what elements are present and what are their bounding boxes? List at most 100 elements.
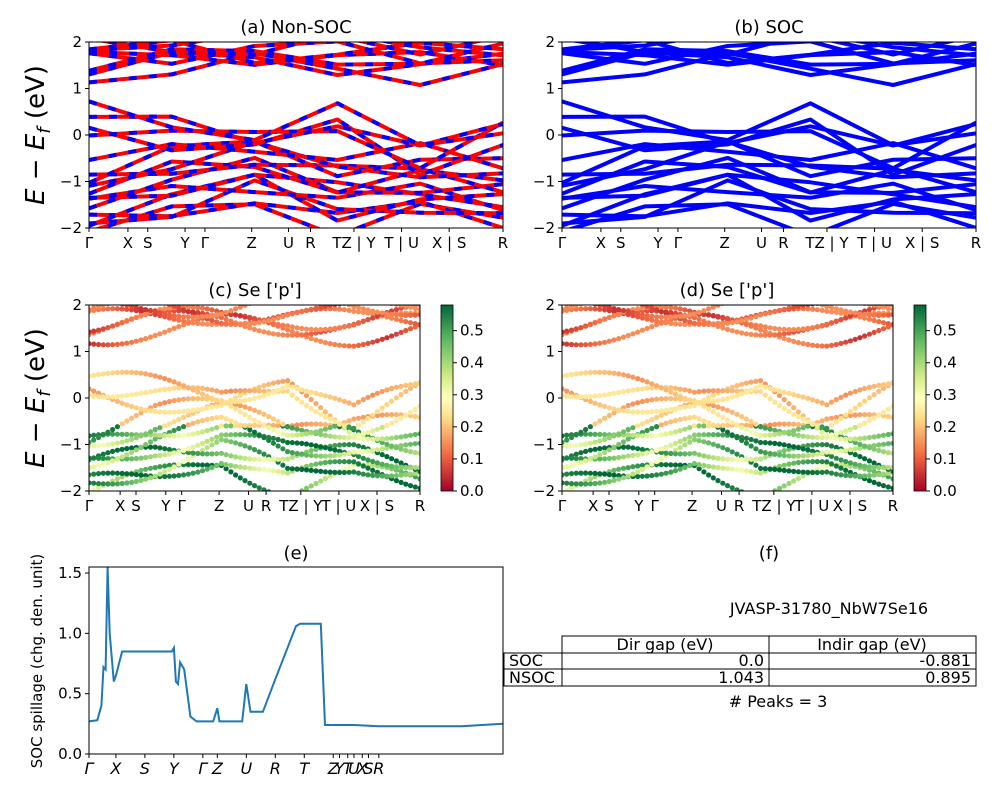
band-dot <box>143 454 149 461</box>
band-dot <box>710 441 716 447</box>
band-dot <box>691 311 698 317</box>
band-dot <box>176 385 182 391</box>
x-tick-label: Γ <box>85 759 95 778</box>
band-dot <box>587 476 594 482</box>
band-dot <box>247 432 253 438</box>
band-dot <box>625 426 631 433</box>
band-dot <box>370 315 376 321</box>
band-dot <box>630 299 635 304</box>
band-dot <box>403 382 409 388</box>
band-dot <box>625 332 631 339</box>
band-dot <box>611 337 617 343</box>
spillage-line <box>88 566 504 728</box>
band-dot <box>890 321 893 328</box>
band-dot <box>417 414 420 421</box>
band-dot <box>195 407 201 413</box>
band-dot <box>635 329 641 335</box>
band-dot <box>251 466 258 472</box>
band-dot <box>791 478 797 484</box>
band-dot <box>616 476 622 482</box>
band-dot <box>303 402 310 409</box>
band-dot <box>251 483 258 489</box>
band-dot <box>715 321 721 327</box>
band-line <box>89 162 503 195</box>
band-dot <box>171 379 177 385</box>
band-dot <box>289 450 295 456</box>
band-dot <box>616 336 622 342</box>
band-dot <box>275 418 281 425</box>
band-dot <box>786 327 792 333</box>
band-dot <box>195 396 201 402</box>
band-dot <box>309 291 314 296</box>
band-dot <box>270 389 276 395</box>
band-dot <box>341 307 347 313</box>
band-dot <box>682 395 688 401</box>
band-dot <box>639 327 646 333</box>
band-dot <box>223 389 229 395</box>
band-dot <box>568 434 575 441</box>
band-dot <box>767 432 773 438</box>
band-dot <box>337 459 343 465</box>
band-dot <box>630 401 636 407</box>
band-dot <box>781 396 787 403</box>
band-dot <box>171 385 177 391</box>
band-dot <box>578 370 584 376</box>
band-dot <box>819 459 825 465</box>
x-tick-label: Γ <box>651 497 660 515</box>
band-dot <box>814 442 820 448</box>
band-dot <box>214 425 220 431</box>
band-dot <box>313 327 319 333</box>
band-dot <box>559 295 564 300</box>
band-dot <box>776 421 783 427</box>
band-dot <box>403 447 409 454</box>
band-dot <box>162 463 168 469</box>
band-line <box>89 99 503 148</box>
band-dot <box>762 425 768 431</box>
band-dot <box>157 471 163 477</box>
band-dot <box>625 408 631 414</box>
band-dot <box>677 386 683 392</box>
band-dot <box>124 298 129 303</box>
band-dot <box>584 305 587 306</box>
band-dot <box>143 297 148 302</box>
band-dot <box>573 342 579 348</box>
band-dot <box>639 433 646 439</box>
band-dot <box>233 440 239 446</box>
band-dot <box>355 432 362 438</box>
band-dot <box>852 310 858 316</box>
band-dot <box>138 313 144 319</box>
band-dot <box>847 460 854 466</box>
band-dot <box>157 425 163 431</box>
band-line <box>89 120 503 171</box>
y-tick-label: 1 <box>72 80 82 98</box>
band-dot <box>417 321 420 328</box>
band-dot <box>810 325 816 331</box>
band-dot <box>105 325 111 331</box>
x-tick-label: Z <box>327 759 340 778</box>
band-dot <box>767 385 773 392</box>
band-dot <box>611 306 617 312</box>
band-dot <box>753 446 759 452</box>
band-dot <box>843 436 849 442</box>
band-dot <box>384 402 390 408</box>
x-tick-label: U <box>243 497 254 515</box>
band-dot <box>876 312 882 318</box>
band-dot <box>148 297 153 302</box>
band-dot <box>407 385 414 391</box>
band-dot <box>379 405 385 411</box>
band-dot <box>843 458 849 465</box>
band-dot <box>791 411 797 417</box>
band-dot <box>890 380 893 386</box>
band-dot <box>289 425 295 431</box>
band-dot <box>677 405 683 411</box>
band-dot <box>285 432 291 438</box>
band-dot <box>606 435 612 441</box>
band-dot <box>635 311 641 317</box>
band-dot <box>185 471 191 477</box>
band-dot <box>758 383 764 389</box>
band-dot <box>152 444 158 450</box>
x-tick-label: R <box>305 234 315 252</box>
band-dot <box>880 382 887 388</box>
band-dot <box>639 473 646 479</box>
